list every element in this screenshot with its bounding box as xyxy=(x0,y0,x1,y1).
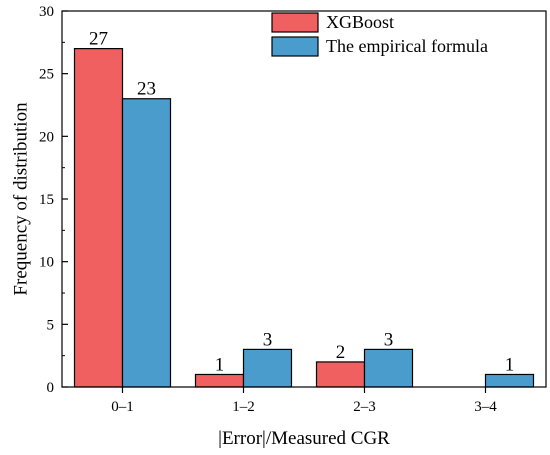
bar-empirical-1 xyxy=(242,348,293,388)
data-label: 3 xyxy=(263,329,273,350)
legend-swatch xyxy=(271,12,319,33)
y-tick-label: 20 xyxy=(39,129,54,145)
x-tick-label: 3–4 xyxy=(474,399,497,415)
y-tick-label: 15 xyxy=(39,192,54,208)
x-axis-title: |Error|/Measured CGR xyxy=(218,428,390,449)
bars-layer xyxy=(73,47,535,388)
bar-xgboost-2 xyxy=(315,361,366,388)
data-label: 2 xyxy=(336,342,346,363)
bar-empirical-3 xyxy=(484,373,535,388)
data-labels-layer: 27 1 2 23 3 3 1 xyxy=(89,29,514,376)
y-tick-label: 5 xyxy=(47,317,55,333)
data-label: 1 xyxy=(215,354,225,375)
legend-swatch xyxy=(271,36,319,57)
y-axis-title: Frequency of distribution xyxy=(11,102,32,296)
legend: XGBoost The empirical formula xyxy=(271,12,488,57)
bar-empirical-2 xyxy=(363,348,414,388)
y-tick-label: 30 xyxy=(39,4,54,20)
legend-label: XGBoost xyxy=(326,12,394,32)
legend-label: The empirical formula xyxy=(326,36,488,56)
bar-xgboost-1 xyxy=(194,373,245,388)
data-label: 23 xyxy=(137,79,156,100)
bar-empirical-0 xyxy=(121,98,172,388)
x-tick-label: 0–1 xyxy=(111,399,134,415)
data-label: 3 xyxy=(384,329,394,350)
y-tick-label: 10 xyxy=(39,255,54,271)
bar-xgboost-0 xyxy=(73,47,124,388)
y-tick-label: 25 xyxy=(39,67,54,83)
x-tick-label: 2–3 xyxy=(353,399,376,415)
axis-layer: 0 5 10 15 20 25 30 0–1 1–2 2–3 3–4 xyxy=(39,4,497,415)
data-label: 1 xyxy=(505,354,515,375)
x-tick-label: 1–2 xyxy=(232,399,255,415)
y-tick-label: 0 xyxy=(47,380,55,396)
data-label: 27 xyxy=(89,29,108,50)
